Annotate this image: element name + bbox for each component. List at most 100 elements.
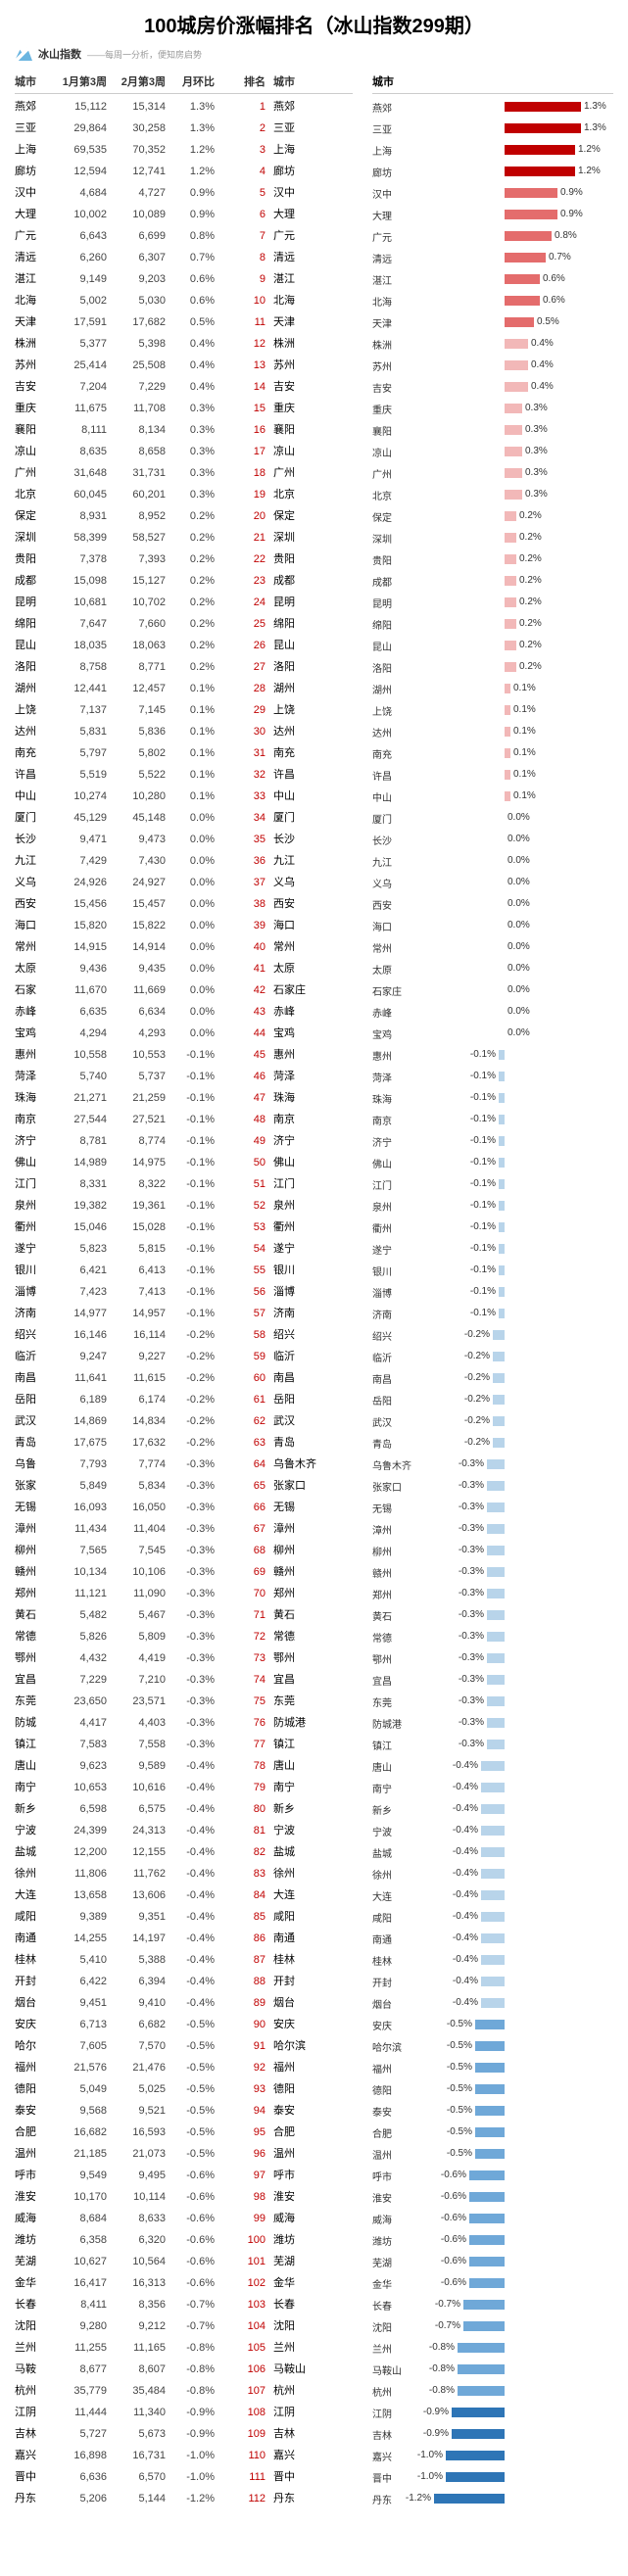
chart-row: 威海-0.6%: [372, 2208, 613, 2229]
table-row: 安庆6,7136,682-0.5%90安庆: [15, 2014, 353, 2035]
table-row: 株洲5,3775,3980.4%12株洲: [15, 333, 353, 355]
table-row: 赣州10,13410,106-0.3%69赣州: [15, 1561, 353, 1583]
table-row: 佛山14,98914,975-0.1%50佛山: [15, 1152, 353, 1173]
table-row: 昆山18,03518,0630.2%26昆山: [15, 635, 353, 656]
chart-row: 宜昌-0.3%: [372, 1669, 613, 1691]
chart-row: 大理0.9%: [372, 204, 613, 225]
table-row: 银川6,4216,413-0.1%55银川: [15, 1260, 353, 1281]
table-row: 郑州11,12111,090-0.3%70郑州: [15, 1583, 353, 1604]
chart-row: 南通-0.4%: [372, 1928, 613, 1949]
table-row: 常州14,91514,9140.0%40常州: [15, 936, 353, 958]
table-row: 昆明10,68110,7020.2%24昆明: [15, 592, 353, 613]
table-row: 新乡6,5986,575-0.4%80新乡: [15, 1798, 353, 1820]
table-row: 上饶7,1377,1450.1%29上饶: [15, 699, 353, 721]
chart-row: 郑州-0.3%: [372, 1583, 613, 1604]
table-row: 温州21,18521,073-0.5%96温州: [15, 2143, 353, 2165]
table-row: 潍坊6,3586,320-0.6%100潍坊: [15, 2229, 353, 2251]
table-row: 赤峰6,6356,6340.0%43赤峰: [15, 1001, 353, 1023]
chart-row: 金华-0.6%: [372, 2272, 613, 2294]
table-row: 南宁10,65310,616-0.4%79南宁: [15, 1777, 353, 1798]
table-row: 深圳58,39958,5270.2%21深圳: [15, 527, 353, 549]
table-row: 宝鸡4,2944,2930.0%44宝鸡: [15, 1023, 353, 1044]
chart-row: 武汉-0.2%: [372, 1410, 613, 1432]
table-row: 义乌24,92624,9270.0%37义乌: [15, 872, 353, 893]
table-row: 南通14,25514,197-0.4%86南通: [15, 1928, 353, 1949]
table-row: 南昌11,64111,615-0.2%60南昌: [15, 1367, 353, 1389]
chart-row: 南充0.1%: [372, 742, 613, 764]
table-row: 张家5,8495,834-0.3%65张家口: [15, 1475, 353, 1497]
table-row: 吉安7,2047,2290.4%14吉安: [15, 376, 353, 398]
table-row: 江阴11,44411,340-0.9%108江阴: [15, 2402, 353, 2423]
table-row: 青岛17,67517,632-0.2%63青岛: [15, 1432, 353, 1454]
table-row: 金华16,41716,313-0.6%102金华: [15, 2272, 353, 2294]
chart-row: 天津0.5%: [372, 311, 613, 333]
table-row: 廊坊12,59412,7411.2%4廊坊: [15, 161, 353, 182]
table-row: 南充5,7975,8020.1%31南充: [15, 742, 353, 764]
table-row: 柳州7,5657,545-0.3%68柳州: [15, 1540, 353, 1561]
chart-row: 桂林-0.4%: [372, 1949, 613, 1971]
table-row: 重庆11,67511,7080.3%15重庆: [15, 398, 353, 419]
chart-row: 赤峰0.0%: [372, 1001, 613, 1023]
table-row: 太原9,4369,4350.0%41太原: [15, 958, 353, 979]
chart-row: 赣州-0.3%: [372, 1561, 613, 1583]
chart-row: 银川-0.1%: [372, 1260, 613, 1281]
table-row: 漳州11,43411,404-0.3%67漳州: [15, 1518, 353, 1540]
chart-row: 淄博-0.1%: [372, 1281, 613, 1303]
page-title: 100城房价涨幅排名（冰山指数299期）: [15, 10, 613, 38]
table-row: 广元6,6436,6990.8%7广元: [15, 225, 353, 247]
chart-row: 杭州-0.8%: [372, 2380, 613, 2402]
table-row: 镇江7,5837,558-0.3%77镇江: [15, 1734, 353, 1755]
table-row: 泉州19,38219,361-0.1%52泉州: [15, 1195, 353, 1216]
table-row: 绍兴16,14616,114-0.2%58绍兴: [15, 1324, 353, 1346]
table-row: 凉山8,6358,6580.3%17凉山: [15, 441, 353, 462]
chart-row: 石家庄0.0%: [372, 979, 613, 1001]
chart-row: 张家口-0.3%: [372, 1475, 613, 1497]
table-row: 岳阳6,1896,174-0.2%61岳阳: [15, 1389, 353, 1410]
chart-row: 凉山0.3%: [372, 441, 613, 462]
chart-row: 泉州-0.1%: [372, 1195, 613, 1216]
chart-row: 济南-0.1%: [372, 1303, 613, 1324]
chart-row: 唐山-0.4%: [372, 1755, 613, 1777]
table-row: 达州5,8315,8360.1%30达州: [15, 721, 353, 742]
table-row: 北海5,0025,0300.6%10北海: [15, 290, 353, 311]
chart-row: 上海1.2%: [372, 139, 613, 161]
chart-row: 株洲0.4%: [372, 333, 613, 355]
table-row: 晋中6,6366,570-1.0%111晋中: [15, 2466, 353, 2488]
chart-row: 温州-0.5%: [372, 2143, 613, 2165]
chart-row: 达州0.1%: [372, 721, 613, 742]
table-row: 天津17,59117,6820.5%11天津: [15, 311, 353, 333]
table-row: 桂林5,4105,388-0.4%87桂林: [15, 1949, 353, 1971]
chart-row: 南京-0.1%: [372, 1109, 613, 1130]
table-row: 黄石5,4825,467-0.3%71黄石: [15, 1604, 353, 1626]
table-row: 贵阳7,3787,3930.2%22贵阳: [15, 549, 353, 570]
chart-row: 马鞍山-0.8%: [372, 2359, 613, 2380]
chart-row: 安庆-0.5%: [372, 2014, 613, 2035]
chart-row: 徐州-0.4%: [372, 1863, 613, 1884]
table-row: 燕郊15,11215,3141.3%1燕郊: [15, 96, 353, 118]
chart-row: 长春-0.7%: [372, 2294, 613, 2315]
table-row: 遂宁5,8235,815-0.1%54遂宁: [15, 1238, 353, 1260]
chart-row: 清远0.7%: [372, 247, 613, 268]
chart-row: 镇江-0.3%: [372, 1734, 613, 1755]
table-row: 常德5,8265,809-0.3%72常德: [15, 1626, 353, 1647]
table-row: 江门8,3318,322-0.1%51江门: [15, 1173, 353, 1195]
table-row: 衢州15,04615,028-0.1%53衢州: [15, 1216, 353, 1238]
chart-row: 兰州-0.8%: [372, 2337, 613, 2359]
table-row: 许昌5,5195,5220.1%32许昌: [15, 764, 353, 786]
table-row: 宜昌7,2297,210-0.3%74宜昌: [15, 1669, 353, 1691]
chart-row: 珠海-0.1%: [372, 1087, 613, 1109]
chart-row: 岳阳-0.2%: [372, 1389, 613, 1410]
chart-row: 贵阳0.2%: [372, 549, 613, 570]
chart-row: 合肥-0.5%: [372, 2122, 613, 2143]
table-row: 福州21,57621,476-0.5%92福州: [15, 2057, 353, 2078]
table-row: 海口15,82015,8220.0%39海口: [15, 915, 353, 936]
chart-row: 南昌-0.2%: [372, 1367, 613, 1389]
chart-row: 上饶0.1%: [372, 699, 613, 721]
chart-row: 开封-0.4%: [372, 1971, 613, 1992]
chart-row: 漳州-0.3%: [372, 1518, 613, 1540]
chart-row: 苏州0.4%: [372, 355, 613, 376]
chart-row: 宝鸡0.0%: [372, 1023, 613, 1044]
table-row: 上海69,53570,3521.2%3上海: [15, 139, 353, 161]
chart-row: 鄂州-0.3%: [372, 1647, 613, 1669]
chart-row: 福州-0.5%: [372, 2057, 613, 2078]
